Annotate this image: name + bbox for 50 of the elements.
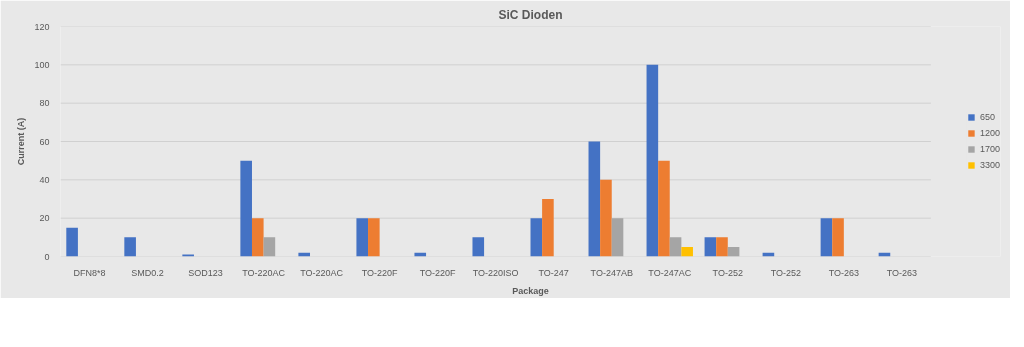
x-tick-label: TO-263 bbox=[886, 267, 918, 278]
y-tick-label: 120 bbox=[34, 21, 50, 32]
bar bbox=[542, 199, 554, 257]
bar bbox=[240, 160, 252, 257]
x-tick-label: TO-247AC bbox=[648, 267, 692, 278]
x-tick-label: TO-263 bbox=[828, 267, 860, 278]
bar bbox=[368, 218, 380, 257]
bar bbox=[832, 218, 844, 257]
y-tick-label: 80 bbox=[39, 98, 50, 109]
x-tick-label: TO-220ISO bbox=[472, 267, 519, 278]
y-tick-label: 20 bbox=[39, 213, 50, 224]
bar bbox=[588, 141, 601, 257]
bar bbox=[820, 218, 833, 257]
x-tick-label: TO-252 bbox=[712, 267, 743, 278]
legend-label: 3300 bbox=[979, 160, 1000, 170]
x-tick-label: TO-220AC bbox=[242, 267, 286, 278]
x-tick-label: TO-247 bbox=[538, 267, 569, 278]
bar bbox=[716, 237, 728, 257]
x-tick-label: SOD123 bbox=[188, 267, 223, 278]
bar bbox=[530, 218, 543, 257]
bar bbox=[681, 246, 693, 257]
bar bbox=[669, 237, 682, 257]
legend-label: 1200 bbox=[979, 128, 1000, 138]
legend-label: 1700 bbox=[979, 144, 1000, 154]
bar bbox=[646, 64, 659, 257]
x-tick-label: TO-252 bbox=[770, 267, 801, 278]
bar bbox=[263, 237, 276, 257]
x-tick-label: TO-220F bbox=[419, 267, 457, 278]
x-tick-label: TO-247AB bbox=[590, 267, 633, 278]
bar bbox=[704, 237, 717, 257]
x-tick-label: SMD0.2 bbox=[131, 267, 164, 278]
y-tick-label: 40 bbox=[39, 174, 50, 185]
bar bbox=[356, 218, 369, 257]
x-tick-label: TO-220AC bbox=[300, 267, 344, 278]
y-axis-title: Current (A) bbox=[16, 117, 27, 166]
y-tick-label: 100 bbox=[34, 59, 50, 70]
bar bbox=[658, 160, 670, 257]
bar bbox=[124, 237, 136, 257]
chart-title: SiC Dioden bbox=[498, 7, 563, 22]
bar bbox=[66, 227, 78, 257]
y-tick-label: 60 bbox=[39, 136, 50, 147]
bar bbox=[600, 179, 612, 257]
x-tick-label: TO-220F bbox=[361, 267, 399, 278]
bar bbox=[472, 237, 485, 257]
x-axis-title: Package bbox=[512, 285, 549, 296]
y-tick-label: 0 bbox=[44, 251, 50, 262]
bar bbox=[611, 218, 624, 257]
legend-label: 650 bbox=[979, 112, 996, 122]
x-tick-label: DFN8*8 bbox=[73, 267, 106, 278]
bar bbox=[251, 218, 264, 257]
